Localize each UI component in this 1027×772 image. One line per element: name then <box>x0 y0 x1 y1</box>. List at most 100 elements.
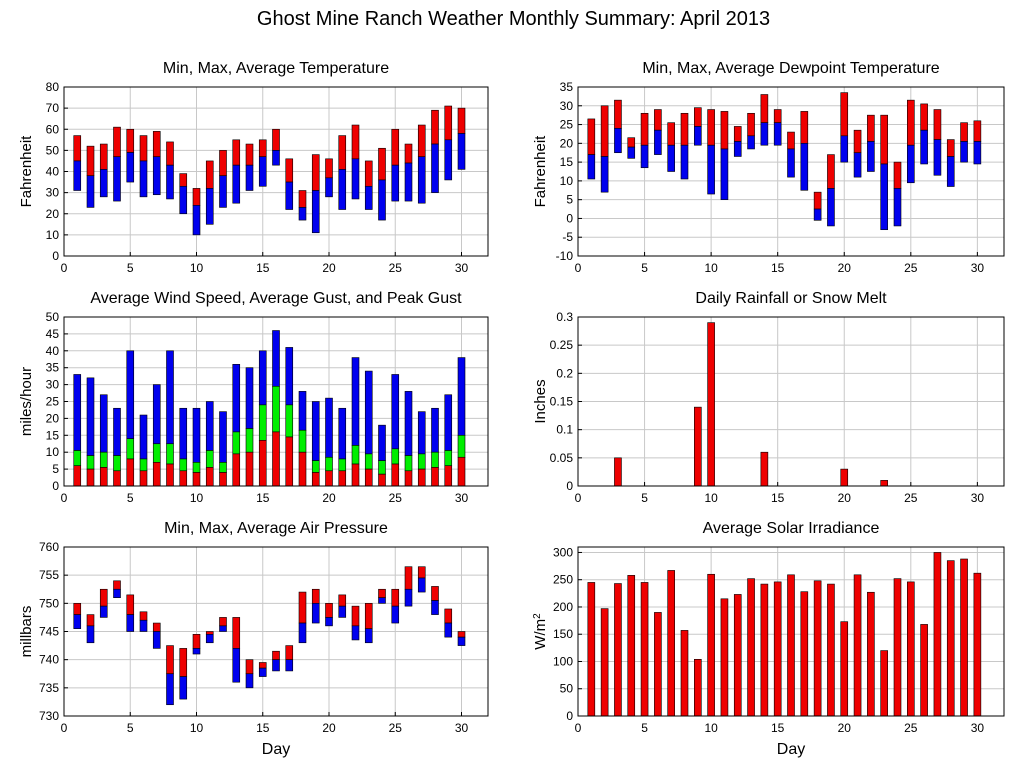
pressure-bar-upper <box>245 659 254 675</box>
pressure-xtick-label: 30 <box>455 721 469 735</box>
wind-ytick-label: 0 <box>52 479 59 493</box>
wind-bar-avg-gust <box>338 458 347 472</box>
wind-bar-peak-gust <box>219 411 227 463</box>
temp-bar-upper <box>364 160 373 187</box>
wind-bar-avg-gust <box>298 429 307 453</box>
dewpoint-xtick-label: 0 <box>575 261 582 275</box>
wind-bar-avg-gust <box>126 438 135 460</box>
solar-ylabel: W/m2 <box>532 613 550 650</box>
temp-bar-lower <box>298 207 307 221</box>
temp-bar-lower <box>444 139 453 181</box>
wind-bar-avg-gust <box>219 462 227 473</box>
temp-bar-upper <box>351 124 360 160</box>
pressure-bar-upper <box>192 634 201 649</box>
wind-bar-peak-gust <box>245 367 254 429</box>
dewpoint-bar-lower <box>973 141 982 165</box>
pressure-bar-upper <box>99 588 108 607</box>
pressure-bar-lower <box>298 622 307 644</box>
temp-bar-upper <box>73 135 82 162</box>
pressure-ytick-label: 745 <box>39 625 59 639</box>
temp-bar-upper <box>417 124 426 158</box>
rain-ytick-label: 0.25 <box>550 338 574 352</box>
rain-ylabel: Inches <box>532 379 549 423</box>
pressure-xtick-label: 5 <box>127 721 134 735</box>
solar-bar <box>907 581 915 717</box>
temp-xtick-label: 10 <box>190 261 204 275</box>
rain-xtick-label: 10 <box>704 491 718 505</box>
solar-bar <box>840 621 849 717</box>
dewpoint-bar-upper <box>587 118 596 155</box>
wind-bar-avg-speed <box>404 470 413 487</box>
dewpoint-bar-lower <box>747 135 755 150</box>
wind-xtick-label: 15 <box>256 491 270 505</box>
wind-bar-peak-gust <box>192 407 201 463</box>
solar-bar <box>747 578 755 717</box>
wind-bar-avg-speed <box>272 431 280 487</box>
dewpoint-ytick-label: 10 <box>560 174 574 188</box>
temp-bar-upper <box>258 139 267 158</box>
wind-ytick-label: 5 <box>52 462 59 476</box>
wind-bar-avg-gust <box>245 428 254 453</box>
dewpoint-ytick-label: 5 <box>566 193 573 207</box>
pressure-ytick-label: 760 <box>39 540 59 554</box>
dewpoint-bar-lower <box>907 144 915 184</box>
pressure-xtick-label: 25 <box>389 721 403 735</box>
temp-bar-lower <box>113 156 121 202</box>
temp-bar-lower <box>245 164 254 191</box>
solar-ytick-label: 0 <box>566 709 573 723</box>
temp-bar-lower <box>126 152 135 183</box>
pressure-bar-lower <box>378 597 386 604</box>
temp-bar-lower <box>431 143 439 193</box>
dewpoint-bar-upper <box>800 111 809 144</box>
wind-ytick-label: 40 <box>46 344 60 358</box>
wind-bar-avg-gust <box>166 443 174 465</box>
rain-bar <box>880 480 888 487</box>
solar-ytick-label: 250 <box>553 573 573 587</box>
dewpoint-bar-upper <box>946 139 955 157</box>
pressure-bar-lower <box>431 600 439 615</box>
dewpoint-bar-upper <box>694 107 702 127</box>
wind-bar-peak-gust <box>179 407 188 460</box>
pressure-bar-upper <box>431 586 439 601</box>
temp-bar-upper <box>152 131 161 158</box>
solar-ytick-label: 150 <box>553 627 573 641</box>
temp-xtick-label: 5 <box>127 261 134 275</box>
temp-bar-upper <box>457 107 466 134</box>
temp-bar-upper <box>444 105 453 141</box>
wind-bar-avg-speed <box>417 468 426 487</box>
dewpoint-title: Min, Max, Average Dewpoint Temperature <box>642 60 939 77</box>
rain-bar <box>614 457 622 487</box>
dewpoint-bar-upper <box>827 154 835 189</box>
dewpoint-bar-upper <box>773 109 782 123</box>
wind-bar-avg-speed <box>219 472 227 487</box>
pressure-bar-upper <box>364 603 373 629</box>
temp-bar-lower <box>391 164 400 202</box>
wind-bar-avg-speed <box>325 470 333 487</box>
dewpoint-bar-lower <box>840 135 849 163</box>
rain-ytick-label: 0.15 <box>550 395 574 409</box>
dewpoint-bar-lower <box>654 129 662 155</box>
solar-bar <box>960 558 968 717</box>
rain-xtick-label: 15 <box>771 491 785 505</box>
solar-bar <box>920 624 928 717</box>
wind-bar-avg-gust <box>417 453 426 470</box>
temp-bar-upper <box>404 143 413 164</box>
wind-bar-avg-gust <box>404 455 413 472</box>
dewpoint-bar-upper <box>920 103 928 131</box>
wind-ytick-label: 45 <box>46 327 60 341</box>
temp-ytick-label: 40 <box>46 165 60 179</box>
solar-ytick-label: 300 <box>553 545 573 559</box>
wind-ytick-label: 15 <box>46 428 60 442</box>
wind-bar-avg-gust <box>391 448 400 465</box>
temp-bar-upper <box>391 128 400 166</box>
temp-bar-lower <box>457 133 466 170</box>
wind-bar-avg-speed <box>338 470 347 487</box>
pressure-bar-upper <box>311 588 320 604</box>
temp-bar-upper <box>378 147 386 181</box>
dewpoint-bar-upper <box>973 120 982 142</box>
pressure-bar-upper <box>404 566 413 590</box>
temp-bar-upper <box>86 145 95 177</box>
dewpoint-ytick-label: -5 <box>562 230 573 244</box>
wind-bar-peak-gust <box>444 394 453 451</box>
